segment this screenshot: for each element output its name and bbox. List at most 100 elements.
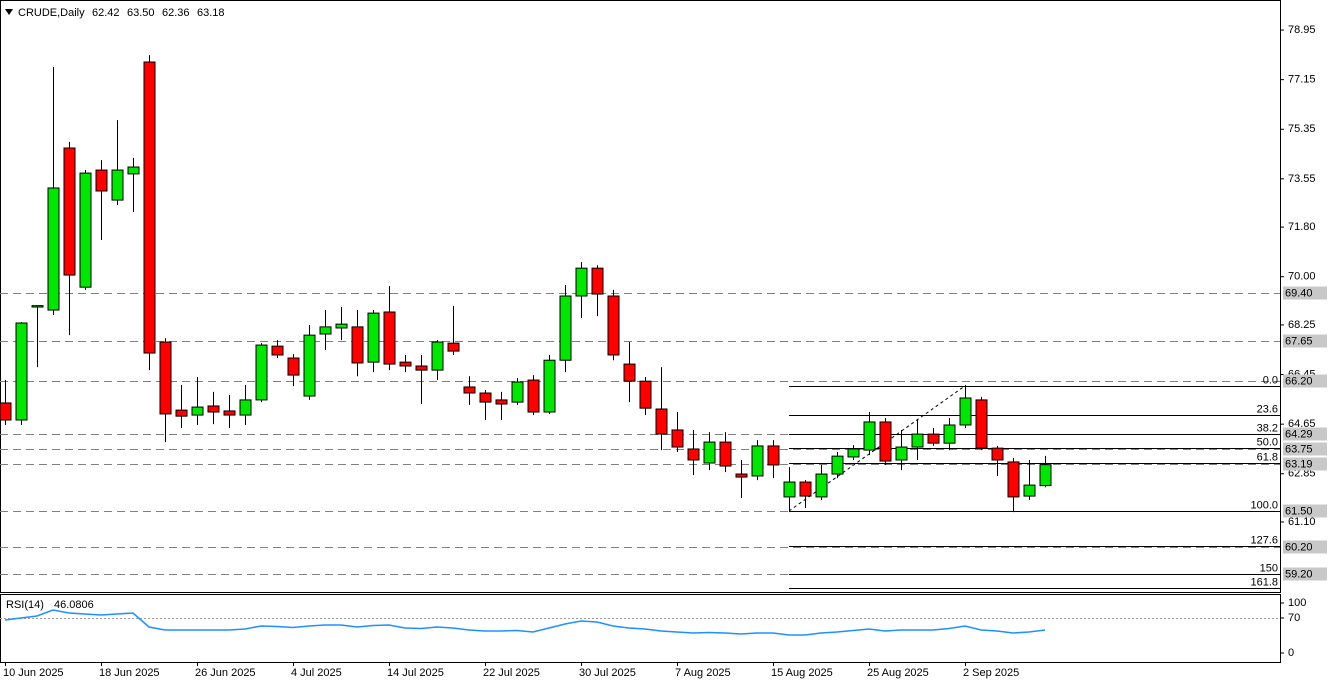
candle-body [319, 326, 332, 335]
candle-body [543, 359, 556, 413]
candle-body [767, 445, 780, 466]
candle-body [111, 169, 124, 201]
y-tick-label: 70.00 [1288, 271, 1316, 283]
x-tick-label: 26 Jun 2025 [195, 667, 256, 679]
candle-body [991, 447, 1004, 461]
candle-body [303, 334, 316, 397]
x-tick-label: 4 Jul 2025 [291, 667, 342, 679]
candle-body [47, 187, 60, 311]
x-tick-label: 14 Jul 2025 [387, 667, 444, 679]
candle-body [191, 406, 204, 416]
header-value: 63.18 [197, 7, 225, 19]
rsi-value: 46.0806 [54, 599, 94, 611]
candle-body [431, 341, 444, 371]
y-tick-label: 100 [1288, 597, 1306, 609]
candle-body [175, 409, 188, 417]
fib-label: 0.0 [1263, 374, 1278, 386]
rsi-panel [0, 594, 1281, 663]
candle-body [687, 448, 700, 461]
candle-body [351, 326, 364, 364]
candle-body [511, 381, 524, 403]
candle-body [575, 267, 588, 297]
level-label-box [1283, 374, 1327, 388]
menu-triangle[interactable] [5, 9, 13, 15]
y-tick-label: 70 [1288, 612, 1300, 624]
level-label-box [1283, 504, 1327, 518]
level-label-box [1283, 427, 1327, 441]
x-tick-label: 22 Jul 2025 [483, 667, 540, 679]
y-tick-label: 62.85 [1288, 468, 1316, 480]
candle-body [447, 342, 460, 352]
candle-body [591, 267, 604, 295]
fib-label: 50.0 [1257, 436, 1278, 448]
level-label-box [1283, 334, 1327, 348]
candle-body [559, 295, 572, 361]
candle-body [943, 424, 956, 444]
candle-body [815, 473, 828, 498]
fib-label: 23.6 [1257, 403, 1278, 415]
candle-body [335, 323, 348, 329]
candle-body [655, 408, 668, 435]
candle-body [927, 433, 940, 444]
level-label-box [1283, 442, 1327, 456]
candle-body [255, 344, 268, 401]
candle-body [287, 357, 300, 376]
level-label-box [1283, 457, 1327, 471]
level-label: 63.19 [1285, 458, 1313, 470]
candle-body [31, 305, 44, 308]
candle-body [367, 312, 380, 363]
level-label: 64.29 [1285, 428, 1313, 440]
x-tick-label: 7 Aug 2025 [675, 667, 731, 679]
y-tick-label: 64.65 [1288, 418, 1316, 430]
level-label: 66.20 [1285, 375, 1313, 387]
candle-body [415, 365, 428, 371]
candle-body [895, 446, 908, 461]
level-label: 63.75 [1285, 443, 1313, 455]
candle-body [703, 441, 716, 464]
x-tick-label: 25 Aug 2025 [867, 667, 929, 679]
candle-body [0, 402, 12, 421]
candle-body [143, 61, 156, 354]
candle-body [495, 399, 508, 405]
candle-body [271, 345, 284, 356]
x-tick-label: 10 Jun 2025 [3, 667, 64, 679]
x-tick-label: 15 Aug 2025 [771, 667, 833, 679]
candle-body [783, 481, 796, 498]
candle-body [1007, 461, 1020, 498]
candle-body [63, 147, 76, 276]
y-tick-label: 71.80 [1288, 221, 1316, 233]
chart-title: CRUDE,Daily [18, 7, 85, 19]
y-tick-label: 78.95 [1288, 24, 1316, 36]
level-label-box [1283, 567, 1327, 581]
x-tick-label: 30 Jul 2025 [579, 667, 636, 679]
y-tick-label: 68.25 [1288, 319, 1316, 331]
y-tick-label: 0 [1288, 647, 1294, 659]
fib-label: 127.6 [1250, 534, 1278, 546]
rsi-title: RSI(14) [6, 599, 44, 611]
rsi-line [4, 609, 1046, 636]
candle-body [159, 341, 172, 415]
candle-body [79, 172, 92, 288]
level-label: 59.20 [1285, 568, 1313, 580]
candle-body [799, 481, 812, 497]
fib-label: 38.2 [1257, 422, 1278, 434]
candle-body [671, 429, 684, 448]
candle-body [527, 379, 540, 413]
candle-body [463, 386, 476, 394]
candle-body [847, 448, 860, 458]
level-label: 61.50 [1285, 505, 1313, 517]
header-value: 62.36 [162, 7, 190, 19]
candle-body [639, 380, 652, 409]
y-tick-label: 75.35 [1288, 123, 1316, 135]
candle-body [719, 441, 732, 467]
candle-body [207, 405, 220, 413]
candle-body [95, 169, 108, 192]
candle-body [383, 311, 396, 365]
level-label: 69.40 [1285, 287, 1313, 299]
candle-body [223, 410, 236, 416]
level-label: 67.65 [1285, 335, 1313, 347]
level-label: 60.20 [1285, 541, 1313, 553]
fib-label: 150 [1260, 562, 1278, 574]
